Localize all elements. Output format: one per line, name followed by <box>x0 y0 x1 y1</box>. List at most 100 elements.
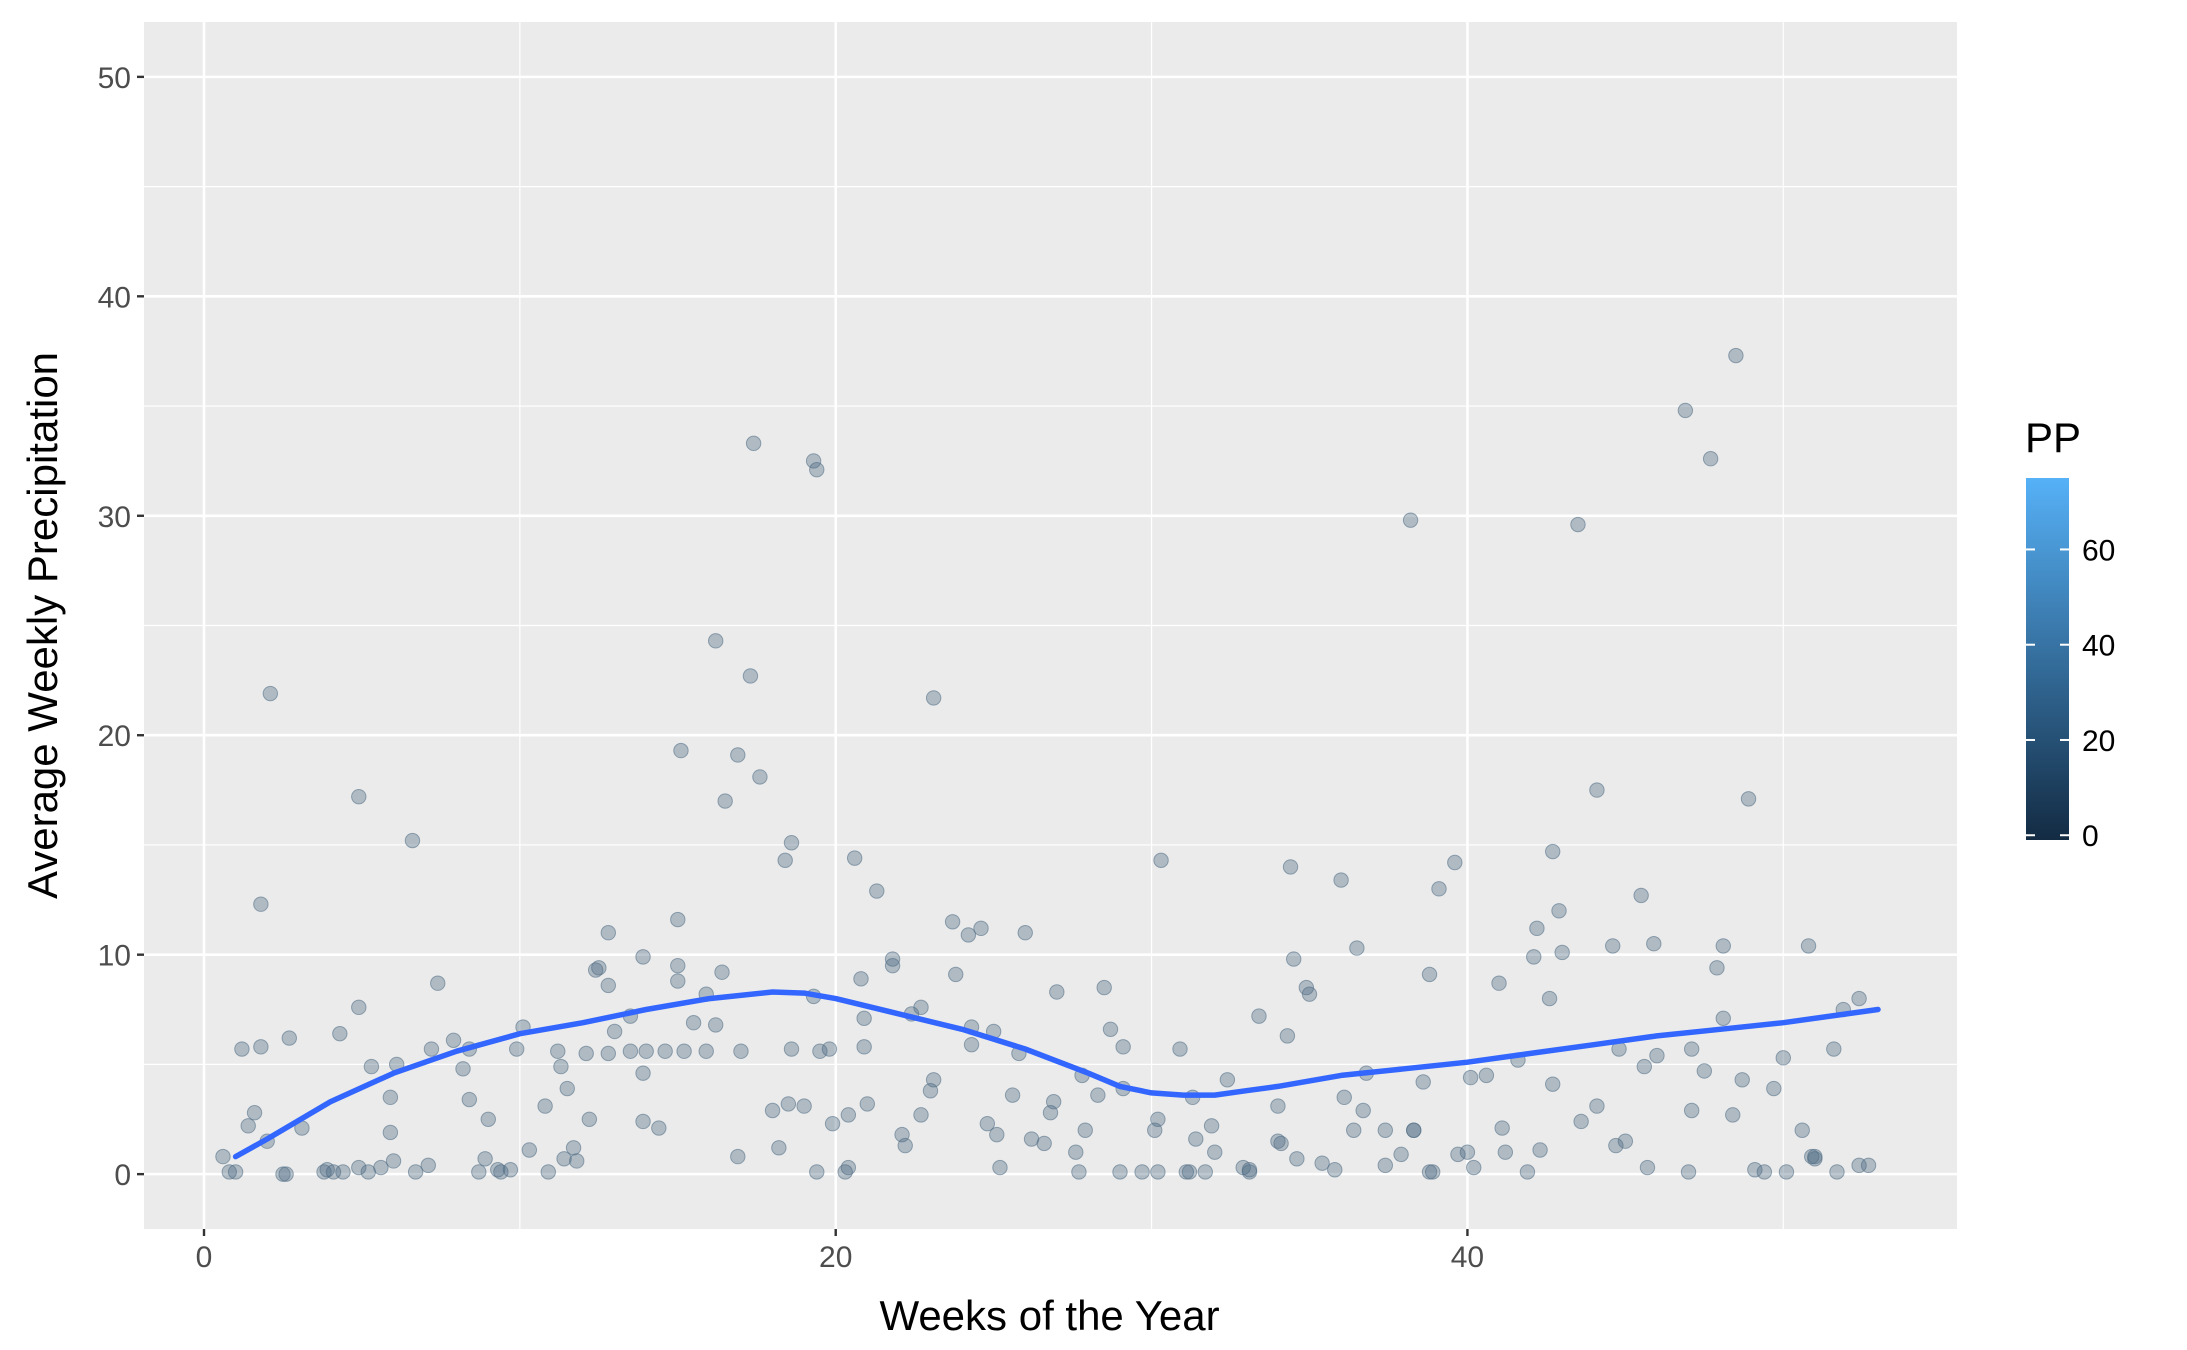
legend-ticks: 0 20 40 60 <box>2026 534 2115 853</box>
data-point <box>707 1017 724 1033</box>
data-point <box>992 1159 1008 1176</box>
data-point <box>1633 887 1649 904</box>
data-point <box>351 788 367 805</box>
data-point <box>1447 854 1463 871</box>
data-point <box>840 1107 857 1123</box>
data-point <box>1102 1021 1119 1037</box>
data-point <box>1115 1039 1131 1055</box>
data-point <box>1349 940 1365 956</box>
data-point <box>423 1041 440 1057</box>
data-point <box>670 957 686 974</box>
data-points <box>215 347 1877 1182</box>
data-point <box>1045 1094 1062 1110</box>
data-point <box>1017 925 1033 941</box>
data-point <box>948 966 964 983</box>
data-point <box>635 1113 651 1130</box>
data-point <box>1188 1131 1204 1147</box>
data-point <box>783 1041 800 1057</box>
data-point <box>1589 1098 1605 1114</box>
y-axis-title: Average Weekly Precipitation <box>19 352 66 899</box>
data-point <box>1800 938 1817 954</box>
data-point <box>227 1164 244 1180</box>
data-point <box>1466 1159 1482 1176</box>
data-point <box>1036 1135 1052 1152</box>
x-tick-label: 40 <box>1451 1241 1484 1274</box>
y-tick-label: 10 <box>98 940 131 973</box>
data-point <box>1112 1164 1128 1180</box>
data-point <box>657 1043 673 1059</box>
data-point <box>550 1043 566 1059</box>
legend-label: 60 <box>2082 534 2115 567</box>
data-point <box>1077 1122 1093 1138</box>
data-point <box>221 1164 237 1180</box>
data-point <box>1207 1144 1223 1160</box>
data-point <box>1680 1164 1697 1180</box>
data-point <box>1491 975 1507 991</box>
data-point <box>1608 1137 1624 1154</box>
data-point <box>925 690 942 706</box>
data-point <box>1649 1047 1665 1064</box>
data-point <box>1172 1041 1188 1057</box>
data-point <box>897 1137 913 1154</box>
data-point <box>1725 1107 1741 1123</box>
data-point <box>1393 1146 1409 1163</box>
data-point <box>1421 966 1438 983</box>
data-point <box>963 1036 980 1053</box>
data-point <box>569 1153 585 1169</box>
y-tick-label: 30 <box>98 501 131 534</box>
data-point <box>1197 1164 1213 1180</box>
data-point <box>253 896 269 912</box>
data-point <box>407 1164 424 1180</box>
data-point <box>1219 1072 1236 1088</box>
data-point <box>676 1043 692 1059</box>
data-point <box>1794 1122 1810 1138</box>
data-point <box>278 1166 294 1182</box>
data-point <box>783 835 800 851</box>
data-point <box>537 1098 553 1114</box>
data-point <box>1004 1087 1021 1103</box>
data-point <box>1314 1155 1330 1171</box>
data-point <box>1459 1144 1476 1160</box>
grid-major <box>144 22 1957 1229</box>
data-point <box>1415 1074 1431 1090</box>
data-point <box>1709 960 1725 976</box>
data-point <box>1589 782 1605 798</box>
data-point <box>591 960 607 976</box>
data-point <box>913 999 929 1016</box>
data-point <box>925 1072 942 1088</box>
data-point <box>1336 1089 1352 1106</box>
data-point <box>578 1045 594 1062</box>
data-point <box>1333 872 1349 888</box>
data-point <box>253 1039 269 1055</box>
data-point <box>1327 1162 1343 1178</box>
data-point <box>1153 852 1169 869</box>
data-point <box>1134 1164 1150 1180</box>
y-tick-label: 20 <box>98 720 131 753</box>
legend-label: 20 <box>2082 725 2115 758</box>
data-point <box>1450 1146 1466 1163</box>
data-point <box>1301 986 1318 1002</box>
data-point <box>960 927 977 943</box>
data-point <box>1377 1157 1394 1174</box>
data-point <box>553 1058 569 1075</box>
data-point <box>1462 1069 1479 1086</box>
data-point <box>856 1010 872 1027</box>
data-point <box>1049 984 1065 1000</box>
data-point <box>670 973 686 989</box>
data-point <box>1406 1122 1422 1138</box>
data-point <box>780 1096 797 1112</box>
data-point <box>1617 1133 1634 1149</box>
data-point <box>1068 1144 1084 1160</box>
data-point <box>821 1041 838 1057</box>
data-point <box>1071 1164 1087 1180</box>
data-point <box>635 1065 651 1081</box>
data-point <box>445 1032 462 1048</box>
legend-title: PP <box>2025 414 2081 461</box>
x-tick-label: 0 <box>196 1241 213 1274</box>
data-point <box>1377 1122 1394 1138</box>
y-tick-label: 40 <box>98 281 131 314</box>
data-point <box>1532 1142 1548 1158</box>
data-point <box>1286 951 1302 967</box>
data-point <box>1570 516 1586 533</box>
data-point <box>404 832 421 849</box>
